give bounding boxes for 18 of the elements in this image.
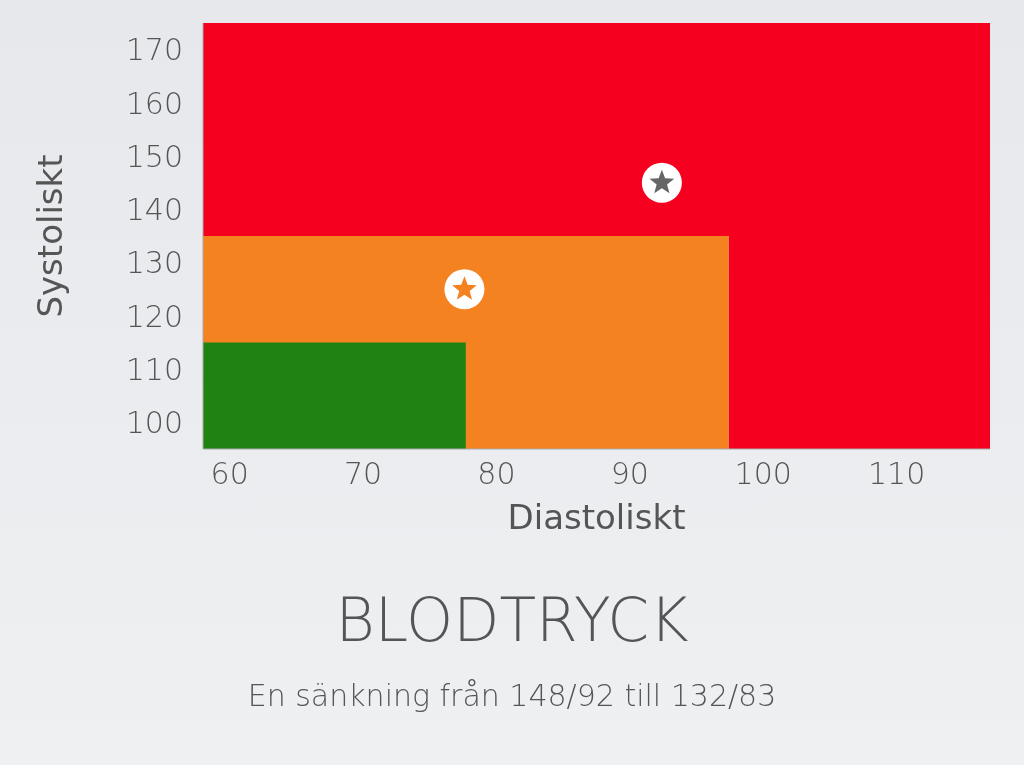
x-axis-title: Diastoliskt <box>507 497 686 537</box>
x-tick-label: 90 <box>610 456 649 492</box>
y-tick-label: 160 <box>125 85 183 121</box>
x-tick-label: 100 <box>734 456 792 492</box>
y-tick-label: 150 <box>125 138 183 174</box>
x-tick-label: 110 <box>867 456 926 492</box>
y-tick-label: 100 <box>125 405 183 441</box>
y-axis-title: Systoliskt <box>30 154 71 318</box>
x-tick-label: 60 <box>210 456 249 492</box>
y-tick-label: 140 <box>125 192 183 228</box>
y-tick-label: 120 <box>125 298 183 334</box>
text: BLODTRYCK <box>334 585 690 655</box>
y-tick-label: 110 <box>125 351 183 387</box>
x-tick-label: 80 <box>477 456 516 492</box>
y-tick-label: 130 <box>125 245 183 281</box>
x-tick-label: 70 <box>343 456 383 492</box>
y-tick-label: 170 <box>125 32 183 68</box>
text: En sänkning från 148/92 till 132/83 <box>246 678 778 713</box>
